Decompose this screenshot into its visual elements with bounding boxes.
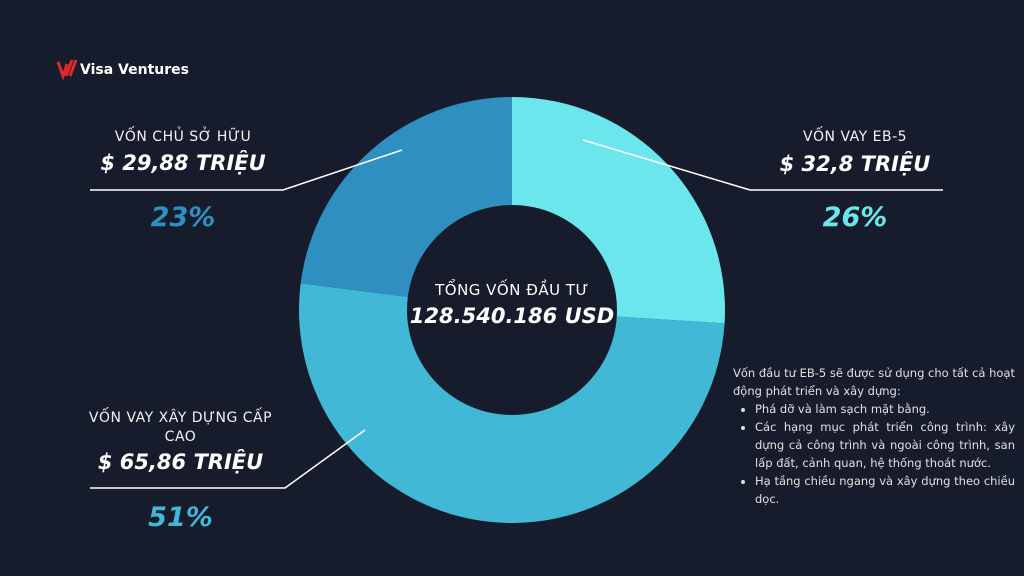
- note-list: Phá dỡ và làm sạch mặt bằng. Các hạng mụ…: [733, 400, 1015, 508]
- slice-name: VỐN VAY EB-5: [802, 129, 908, 145]
- slice-percent: 26%: [822, 202, 888, 233]
- center-title: TỔNG VỐN ĐẦU TƯ: [435, 281, 589, 299]
- slice-percent: 51%: [148, 502, 213, 533]
- leader-line: [90, 149, 403, 191]
- slice-amount: $ 32,8 TRIỆU: [779, 152, 931, 176]
- note-bullet: Phá dỡ và làm sạch mặt bằng.: [755, 400, 1015, 418]
- leader-line: [582, 139, 943, 191]
- brand: Visa Ventures: [80, 62, 189, 78]
- logo: [56, 59, 78, 81]
- center-value: 128.540.186 USD: [409, 304, 615, 328]
- slice-name: VỐN VAY XÂY DỰNG CẤP CAO: [88, 410, 273, 445]
- donut-slice: [299, 283, 725, 523]
- slice-name: VỐN CHỦ SỞ HỮU: [114, 129, 252, 145]
- donut-slice: [512, 97, 725, 324]
- leader-line: [90, 429, 366, 489]
- slice-percent: 23%: [150, 202, 216, 233]
- note-bullet: Hạ tầng chiều ngang và xây dựng theo chi…: [755, 472, 1015, 508]
- slice-amount: $ 65,86 TRIỆU: [97, 450, 264, 474]
- slice-amount: $ 29,88 TRIỆU: [100, 151, 266, 175]
- note-bullet: Các hạng mục phát triển công trình: xây …: [755, 418, 1015, 472]
- donut-slice: [300, 97, 512, 297]
- note-intro: Vốn đầu tư EB-5 sẽ được sử dụng cho tất …: [733, 366, 1015, 398]
- note: Vốn đầu tư EB-5 sẽ được sử dụng cho tất …: [733, 364, 1015, 508]
